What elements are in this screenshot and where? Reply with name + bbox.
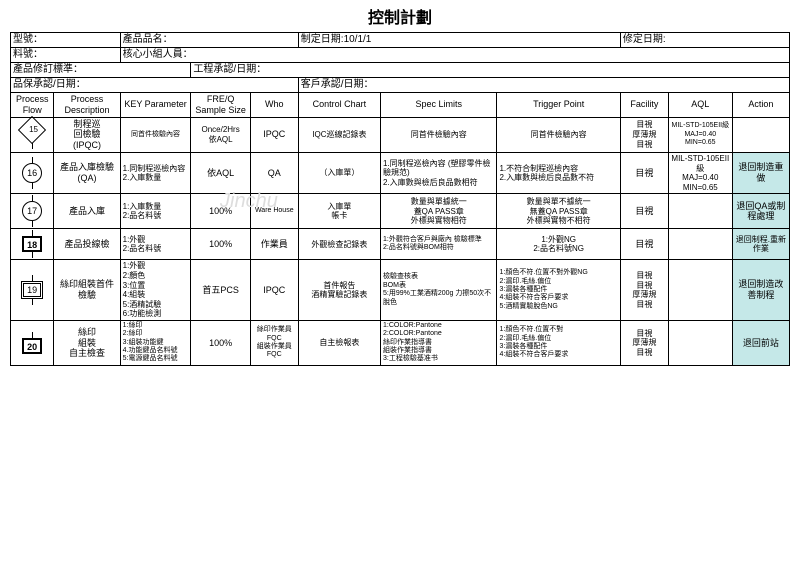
cell-chart: （入庫單） [298,152,380,193]
cell-who: Ware House [250,194,298,229]
cell-chart: 入庫單 帳卡 [298,194,380,229]
cell-who: IPQC [250,260,298,321]
qa-approve: 品保承認/日期： [11,78,299,93]
material-label: 料號： [11,48,121,63]
cell-facility: 目視 目視 厚薄規 目視 [620,260,668,321]
table-row: 17 產品入庫 1:入庫數量 2:品名料號 100% Ware House 入庫… [11,194,790,229]
col-spec-limits: Spec Limits [381,93,497,118]
col-freq: FRE/Q Sample Size [191,93,250,118]
table-row: 19 絲印組裝首件檢驗 1:外觀 2:顏色 3:位置 4:組裝 5:酒精試驗 6… [11,260,790,321]
cell-key: 1:外觀 2:品名料號 [120,229,191,260]
col-facility: Facility [620,93,668,118]
cell-chart: 自主檢報表 [298,320,380,365]
flow-square-icon: 18 [22,236,42,252]
cell-trigger: 1:顏色不符.位置不對 2:漏印.毛絲.偏位 3:漏裝各種配件 4:組裝不符合客… [497,320,620,365]
col-key-param: KEY Parameter [120,93,191,118]
cell-spec: 同首件檢驗內容 [381,117,497,152]
cell-freq: 100% [191,320,250,365]
col-process-desc: Process Description [54,93,120,118]
cell-trigger: 1:外觀NG 2:品名料號NG [497,229,620,260]
cell-trigger: 1.不符合制程巡檢內容 2.入庫數與檢后良品數不符 [497,152,620,193]
flow-diamond-icon: 15 [18,116,46,144]
cell-trigger: 數量與單不據統一 無蓋QA PASS章 外標與實物不相符 [497,194,620,229]
cell-desc: 產品投線檢 [54,229,120,260]
col-action: Action [732,93,789,118]
cell-chart: IQC巡線記錄表 [298,117,380,152]
cust-approve: 客戶承認/日期： [298,78,789,93]
flow-circle-icon: 17 [22,201,42,221]
col-process-flow: Process Flow [11,93,54,118]
cell-who: 作業員 [250,229,298,260]
cell-freq: 依AQL [191,152,250,193]
cell-key: 1:入庫數量 2:品名料號 [120,194,191,229]
cell-freq: 100% [191,194,250,229]
cell-facility: 目視 [620,194,668,229]
cell-key: 1.同制程巡檢內容 2.入庫數量 [120,152,191,193]
cell-desc: 產品入庫檢驗(QA) [54,152,120,193]
revision-std: 產品修訂標準： [11,63,191,78]
cell-facility: 目視 [620,229,668,260]
cell-action: 退回制程.重新作業 [732,229,789,260]
date-created: 制定日期:10/1/1 [298,33,620,48]
cell-action: 退回前站 [732,320,789,365]
table-row: 16 產品入庫檢驗(QA) 1.同制程巡檢內容 2.入庫數量 依AQL QA （… [11,152,790,193]
cell-spec: 1:COLOR:Pantone 2:COLOR:Pantone 絲印作業指導書 … [381,320,497,365]
flow-circle-icon: 16 [22,163,42,183]
cell-who: 絲印作業員 FQC 組裝作業員 FQC [250,320,298,365]
cell-aql: MIL-STD-105EII級 MAJ=0.40 MIN=0.65 [668,152,732,193]
cell-key: 1:絲印 2:絲印 3:組裝功能鍵 4.功能鍵品名料號 5:電源鍵品名料號 [120,320,191,365]
table-row: 18 產品投線檢 1:外觀 2:品名料號 100% 作業員 外觀檢查記錄表 1:… [11,229,790,260]
cell-key: 同首件檢驗內容 [120,117,191,152]
team-label: 核心小組人員： [120,48,789,63]
cell-facility: 目視 厚薄規 目視 [620,117,668,152]
cell-key: 1:外觀 2:顏色 3:位置 4:組裝 5:酒精試驗 6:功能檢測 [120,260,191,321]
col-trigger: Trigger Point [497,93,620,118]
product-name-label: 產品品名： [120,33,298,48]
cell-spec: 數量與單據統一 蓋QA PASS章 外標與實物相符 [381,194,497,229]
cell-desc: 絲印組裝首件檢驗 [54,260,120,321]
page-title: 控制計劃 [10,4,790,28]
cell-aql [668,320,732,365]
cell-spec: 1:外觀符合客戶與廠內 檢驗標準 2:品名料號與BOM相符 [381,229,497,260]
cell-action: 退回QA或制程處理 [732,194,789,229]
cell-aql [668,194,732,229]
eng-approve: 工程承認/日期： [191,63,790,78]
cell-chart: 外觀檢查記錄表 [298,229,380,260]
cell-aql: MIL-STD-105EII級 MAJ=0.40 MIN=0.65 [668,117,732,152]
cell-spec: 檢驗查核表 BOM表 5:用99%工業酒精200g 力擦50次不脫色 [381,260,497,321]
cell-freq: 100% [191,229,250,260]
cell-action: 退回制造重做 [732,152,789,193]
cell-freq: Once/2Hrs 依AQL [191,117,250,152]
col-aql: AQL [668,93,732,118]
cell-facility: 目視 厚薄規 目視 [620,320,668,365]
cell-aql [668,260,732,321]
cell-who: QA [250,152,298,193]
cell-spec: 1.同制程巡檢內容 (塑膠零件檢驗規范) 2.入庫數與檢后良品數相符 [381,152,497,193]
cell-desc: 制程巡 回檢驗 (IPQC) [54,117,120,152]
cell-action [732,117,789,152]
col-control-chart: Control Chart [298,93,380,118]
cell-who: IPQC [250,117,298,152]
cell-trigger: 1:顏色不符.位置不對外觀NG 2:漏印.毛絲.偏位 3:漏裝各種配件 4:組裝… [497,260,620,321]
cell-freq: 首五PCS [191,260,250,321]
control-plan-table: 型號： 產品品名： 制定日期:10/1/1 修定日期: 料號： 核心小組人員： … [10,32,790,366]
cell-desc: 產品入庫 [54,194,120,229]
cell-action: 退回制造改善制程 [732,260,789,321]
table-row: 20 絲印 組裝 自主檢查 1:絲印 2:絲印 3:組裝功能鍵 4.功能鍵品名料… [11,320,790,365]
date-revised: 修定日期: [620,33,789,48]
cell-chart: 首件報告 酒精實驗記錄表 [298,260,380,321]
flow-square-icon: 20 [22,338,42,354]
cell-facility: 目視 [620,152,668,193]
cell-aql [668,229,732,260]
model-label: 型號： [11,33,121,48]
cell-trigger: 同首件檢驗內容 [497,117,620,152]
flow-double-square-icon: 19 [21,281,43,299]
cell-desc: 絲印 組裝 自主檢查 [54,320,120,365]
table-row: 15 制程巡 回檢驗 (IPQC) 同首件檢驗內容 Once/2Hrs 依AQL… [11,117,790,152]
col-who: Who [250,93,298,118]
